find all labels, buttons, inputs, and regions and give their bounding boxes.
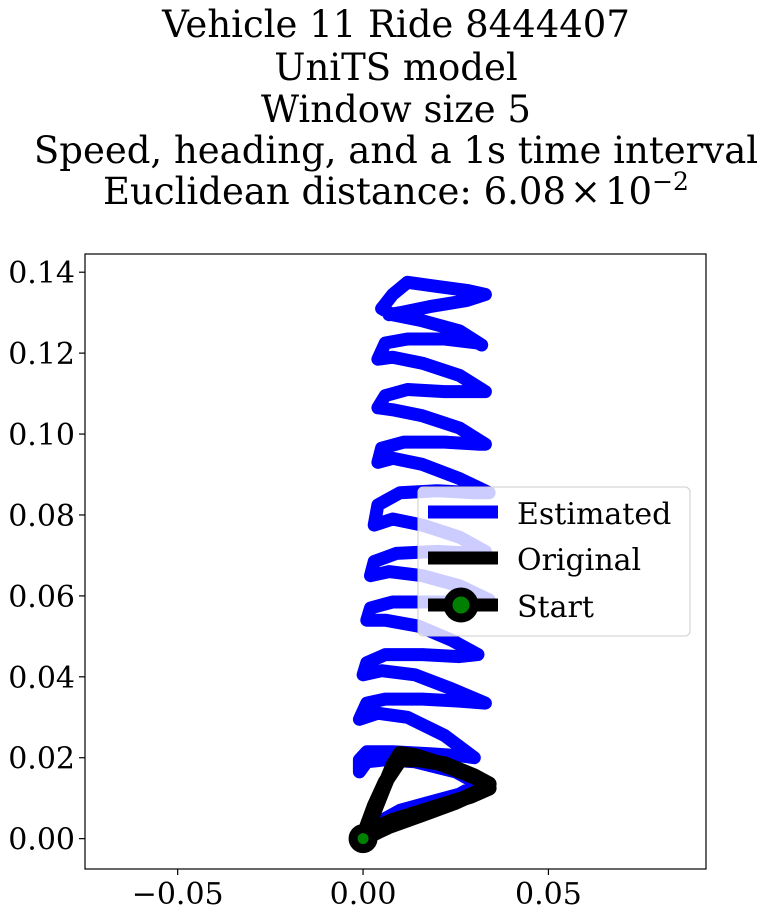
y-tick-label: 0.00 bbox=[8, 823, 75, 858]
distance-base: 10 bbox=[605, 170, 652, 213]
title-line-vehicle-ride: Vehicle 11 Ride 8444407 bbox=[161, 3, 630, 46]
title-line-features: Speed, heading, and a 1s time interval bbox=[34, 129, 758, 172]
x-tick-label: 0.05 bbox=[515, 877, 582, 912]
y-axis: 0.00 0.02 0.04 0.06 0.08 0.10 0.12 0.14 bbox=[8, 256, 85, 858]
legend-label-estimated: Estimated bbox=[517, 497, 671, 532]
x-tick-label: −0.05 bbox=[132, 877, 224, 912]
y-tick-label: 0.04 bbox=[8, 661, 75, 696]
title-line-model: UniTS model bbox=[274, 46, 517, 89]
title-line-window-size: Window size 5 bbox=[261, 88, 531, 131]
title-line-euclidean-distance: Euclidean distance: 6.08 × 10−2 bbox=[103, 167, 689, 213]
plot-frame bbox=[84, 253, 707, 870]
y-tick-label: 0.12 bbox=[8, 337, 75, 372]
legend-label-start: Start bbox=[517, 590, 594, 625]
legend: Estimated Original Start bbox=[417, 486, 691, 637]
start-point-marker bbox=[348, 824, 378, 854]
y-tick-label: 0.14 bbox=[8, 256, 75, 291]
x-axis: −0.05 0.00 0.05 bbox=[132, 869, 582, 912]
distance-exponent: −2 bbox=[652, 167, 689, 196]
distance-times: × bbox=[570, 170, 601, 213]
chart-title: Vehicle 11 Ride 8444407 UniTS model Wind… bbox=[34, 3, 758, 213]
y-tick-label: 0.10 bbox=[8, 418, 75, 453]
legend-swatch-start-marker bbox=[443, 587, 479, 623]
distance-mantissa: 6.08 bbox=[484, 170, 566, 213]
y-tick-label: 0.02 bbox=[8, 742, 75, 777]
distance-label: Euclidean distance: bbox=[103, 170, 484, 213]
y-tick-label: 0.08 bbox=[8, 499, 75, 534]
plot-area: −0.05 0.00 0.05 0.000.020.040.060.080.100.… bbox=[8, 253, 707, 912]
x-tick-label: 0.00 bbox=[330, 877, 397, 912]
y-tick-label: 0.06 bbox=[8, 580, 75, 615]
legend-label-original: Original bbox=[517, 543, 641, 578]
